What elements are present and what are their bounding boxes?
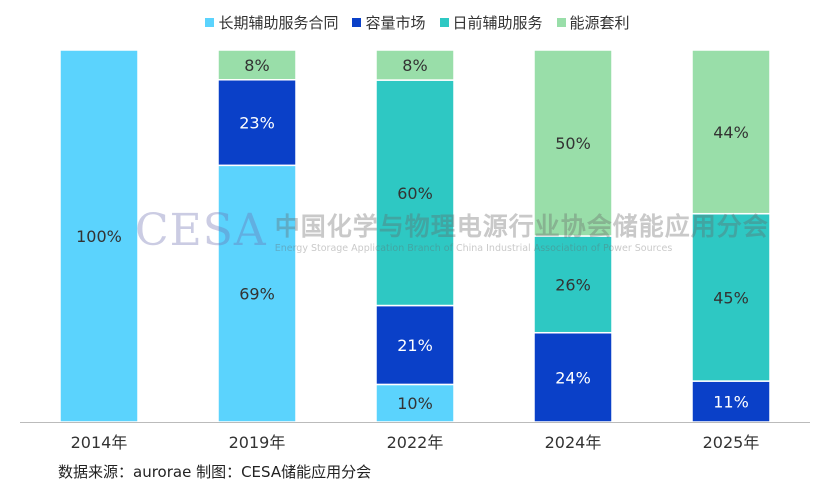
data-label: 8% (244, 56, 269, 75)
x-tick-label: 2025年 (703, 433, 760, 452)
data-label: 10% (397, 394, 433, 413)
x-tick-label: 2014年 (71, 433, 128, 452)
legend-swatch (439, 18, 449, 27)
bar-segment (217, 164, 297, 423)
legend-swatch (205, 18, 215, 27)
data-label: 8% (402, 56, 427, 75)
legend-item: 长期辅助服务合同 (205, 12, 338, 33)
data-label: 23% (239, 114, 275, 133)
legend-label: 长期辅助服务合同 (218, 14, 339, 32)
bar-segment (375, 304, 455, 386)
x-tick-label: 2019年 (229, 433, 286, 452)
source-note: 数据来源：aurorae 制图：CESA储能应用分会 (58, 463, 372, 481)
legend-label: 容量市场 (365, 14, 426, 32)
data-label: 50% (555, 134, 591, 153)
bar-segment (375, 79, 455, 307)
bar-segment (691, 212, 771, 382)
bar-segment (59, 49, 139, 423)
bar-segment (533, 49, 613, 237)
legend-label: 能源套利 (569, 14, 630, 32)
legend-item: 容量市场 (352, 12, 426, 33)
bar-segment (691, 380, 771, 423)
legend-swatch (352, 18, 362, 27)
data-label: 24% (555, 368, 591, 387)
bar-segment (691, 49, 771, 215)
legend-label: 日前辅助服务 (452, 14, 543, 32)
data-label: 60% (397, 184, 433, 203)
legend-item: 日前辅助服务 (439, 12, 543, 33)
legend-swatch (556, 18, 566, 27)
x-tick-label: 2024年 (545, 433, 602, 452)
bar-segment (375, 49, 455, 81)
data-label: 45% (713, 288, 749, 307)
legend: 长期辅助服务合同 容量市场 日前辅助服务 能源套利 (0, 12, 835, 33)
data-label: 26% (555, 275, 591, 294)
data-label: 11% (713, 393, 749, 412)
x-tick-label: 2022年 (387, 433, 444, 452)
data-label: 21% (397, 336, 433, 355)
bar-segment (533, 235, 613, 334)
data-label: 100% (76, 227, 122, 246)
data-label: 69% (239, 285, 275, 304)
data-label: 44% (713, 123, 749, 142)
legend-item: 能源套利 (556, 12, 630, 33)
bar-segment (217, 49, 297, 81)
